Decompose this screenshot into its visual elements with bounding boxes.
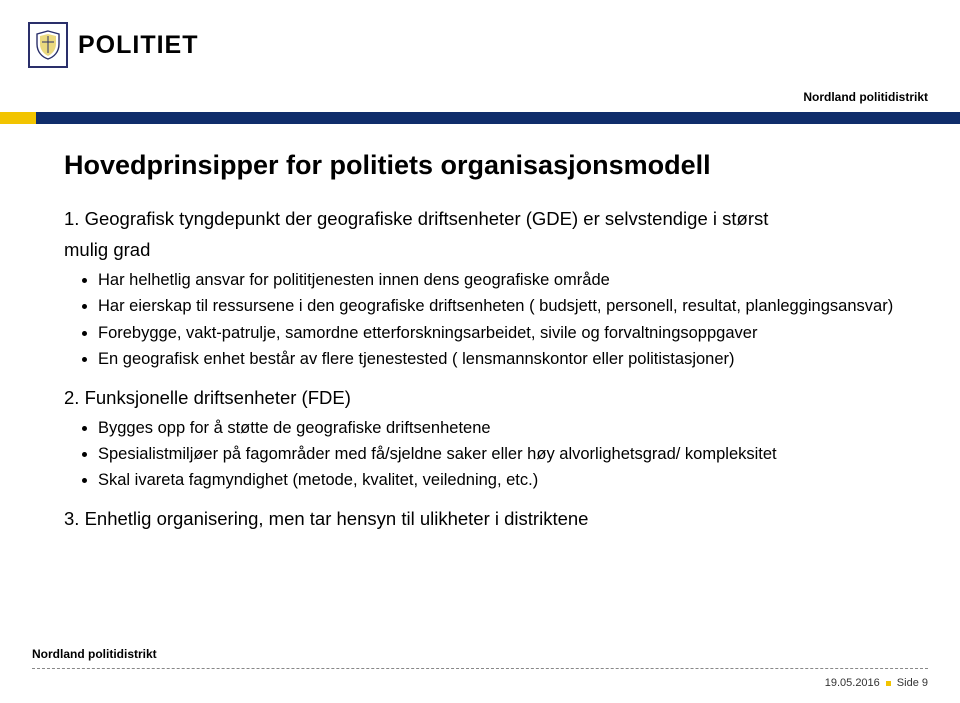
brand-wordmark: POLITIET (78, 31, 199, 60)
page-title: Hovedprinsipper for politiets organisasj… (64, 150, 896, 181)
stripe-main (36, 112, 960, 124)
stripe-accent (0, 112, 36, 124)
crest-icon (28, 22, 68, 68)
slide: POLITIET Nordland politidistrikt Hovedpr… (0, 0, 960, 703)
list-item: Har helhetlig ansvar for polititjenesten… (98, 269, 896, 292)
footer-meta: 19.05.2016 Side 9 (825, 677, 928, 689)
section-2-bullets: Bygges opp for å støtte de geografiske d… (98, 417, 896, 493)
section-number: 3. (64, 508, 79, 529)
section-number: 2. (64, 387, 79, 408)
content-area: Hovedprinsipper for politiets organisasj… (64, 150, 896, 538)
list-item: Skal ivareta fagmyndighet (metode, kvali… (98, 469, 896, 492)
section-2-heading: 2. Funksjonelle driftsenheter (FDE) (64, 386, 896, 411)
section-heading-text: Enhetlig organisering, men tar hensyn ti… (85, 508, 589, 529)
footer-divider (32, 668, 928, 669)
list-item: Forebygge, vakt-patrulje, samordne etter… (98, 322, 896, 345)
section-heading-text: Funksjonelle driftsenheter (FDE) (85, 387, 351, 408)
footer-page: Side 9 (897, 677, 928, 689)
list-item: Spesialistmiljøer på fagområder med få/s… (98, 443, 896, 466)
district-label-footer: Nordland politidistrikt (32, 647, 157, 661)
footer-dot-icon (886, 681, 891, 686)
section-1-bullets: Har helhetlig ansvar for polititjenesten… (98, 269, 896, 372)
section-3-heading: 3. Enhetlig organisering, men tar hensyn… (64, 507, 896, 532)
header: POLITIET (28, 22, 199, 68)
list-item: Bygges opp for å støtte de geografiske d… (98, 417, 896, 440)
list-item: Har eierskap til ressursene i den geogra… (98, 295, 896, 318)
section-1-heading: 1. Geografisk tyngdepunkt der geografisk… (64, 207, 896, 232)
district-label-top: Nordland politidistrikt (803, 90, 928, 104)
section-number: 1. (64, 208, 79, 229)
header-stripe (0, 112, 960, 124)
section-1-heading-cont: mulig grad (64, 238, 896, 263)
list-item: En geografisk enhet består av flere tjen… (98, 348, 896, 371)
section-heading-text: Geografisk tyngdepunkt der geografiske d… (85, 208, 769, 229)
footer-date: 19.05.2016 (825, 677, 880, 689)
